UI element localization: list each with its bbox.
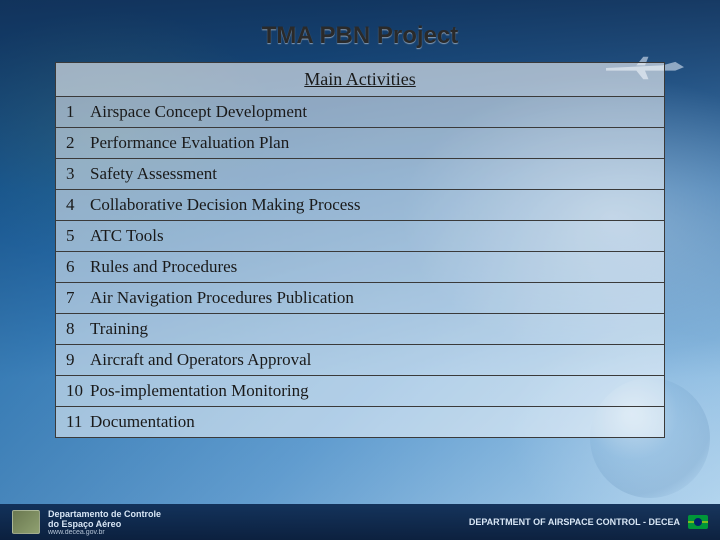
row-text: Performance Evaluation Plan: [90, 133, 289, 153]
row-text: Rules and Procedures: [90, 257, 237, 277]
row-number: 6: [66, 257, 90, 277]
footer-right: DEPARTMENT OF AIRSPACE CONTROL - DECEA: [469, 515, 708, 529]
row-number: 5: [66, 226, 90, 246]
row-number: 2: [66, 133, 90, 153]
footer-left: Departamento de Controle do Espaço Aéreo…: [12, 509, 161, 536]
table-row: 7 Air Navigation Procedures Publication: [56, 283, 664, 314]
table-row: 10 Pos-implementation Monitoring: [56, 376, 664, 407]
row-text: Safety Assessment: [90, 164, 217, 184]
table-row: 4 Collaborative Decision Making Process: [56, 190, 664, 221]
row-text: Collaborative Decision Making Process: [90, 195, 361, 215]
dept-url: www.decea.gov.br: [48, 529, 161, 536]
table-row: 1 Airspace Concept Development: [56, 97, 664, 128]
brazil-flag-icon: [688, 515, 708, 529]
row-text: Air Navigation Procedures Publication: [90, 288, 354, 308]
dept-name-1: Departamento de Controle: [48, 509, 161, 519]
row-number: 1: [66, 102, 90, 122]
row-number: 3: [66, 164, 90, 184]
row-text: Documentation: [90, 412, 195, 432]
table-row: 8 Training: [56, 314, 664, 345]
table-row: 11 Documentation: [56, 407, 664, 437]
row-number: 11: [66, 412, 90, 432]
table-row: 9 Aircraft and Operators Approval: [56, 345, 664, 376]
row-number: 8: [66, 319, 90, 339]
table-header: Main Activities: [56, 63, 664, 97]
table-row: 6 Rules and Procedures: [56, 252, 664, 283]
dept-logo-icon: [12, 510, 40, 534]
table-row: 5 ATC Tools: [56, 221, 664, 252]
dept-name-2: do Espaço Aéreo: [48, 519, 161, 529]
row-text: Pos-implementation Monitoring: [90, 381, 309, 401]
row-text: Aircraft and Operators Approval: [90, 350, 311, 370]
row-text: ATC Tools: [90, 226, 164, 246]
table-row: 2 Performance Evaluation Plan: [56, 128, 664, 159]
slide-footer: Departamento de Controle do Espaço Aéreo…: [0, 504, 720, 540]
footer-right-text: DEPARTMENT OF AIRSPACE CONTROL - DECEA: [469, 517, 680, 527]
table-row: 3 Safety Assessment: [56, 159, 664, 190]
slide-title: TMA PBN Project: [0, 0, 720, 62]
row-text: Training: [90, 319, 148, 339]
row-number: 7: [66, 288, 90, 308]
activities-table: Main Activities 1 Airspace Concept Devel…: [55, 62, 665, 438]
slide-container: TMA PBN Project Main Activities 1 Airspa…: [0, 0, 720, 540]
row-number: 9: [66, 350, 90, 370]
row-number: 10: [66, 381, 90, 401]
dept-text-block: Departamento de Controle do Espaço Aéreo…: [48, 509, 161, 536]
row-text: Airspace Concept Development: [90, 102, 307, 122]
row-number: 4: [66, 195, 90, 215]
